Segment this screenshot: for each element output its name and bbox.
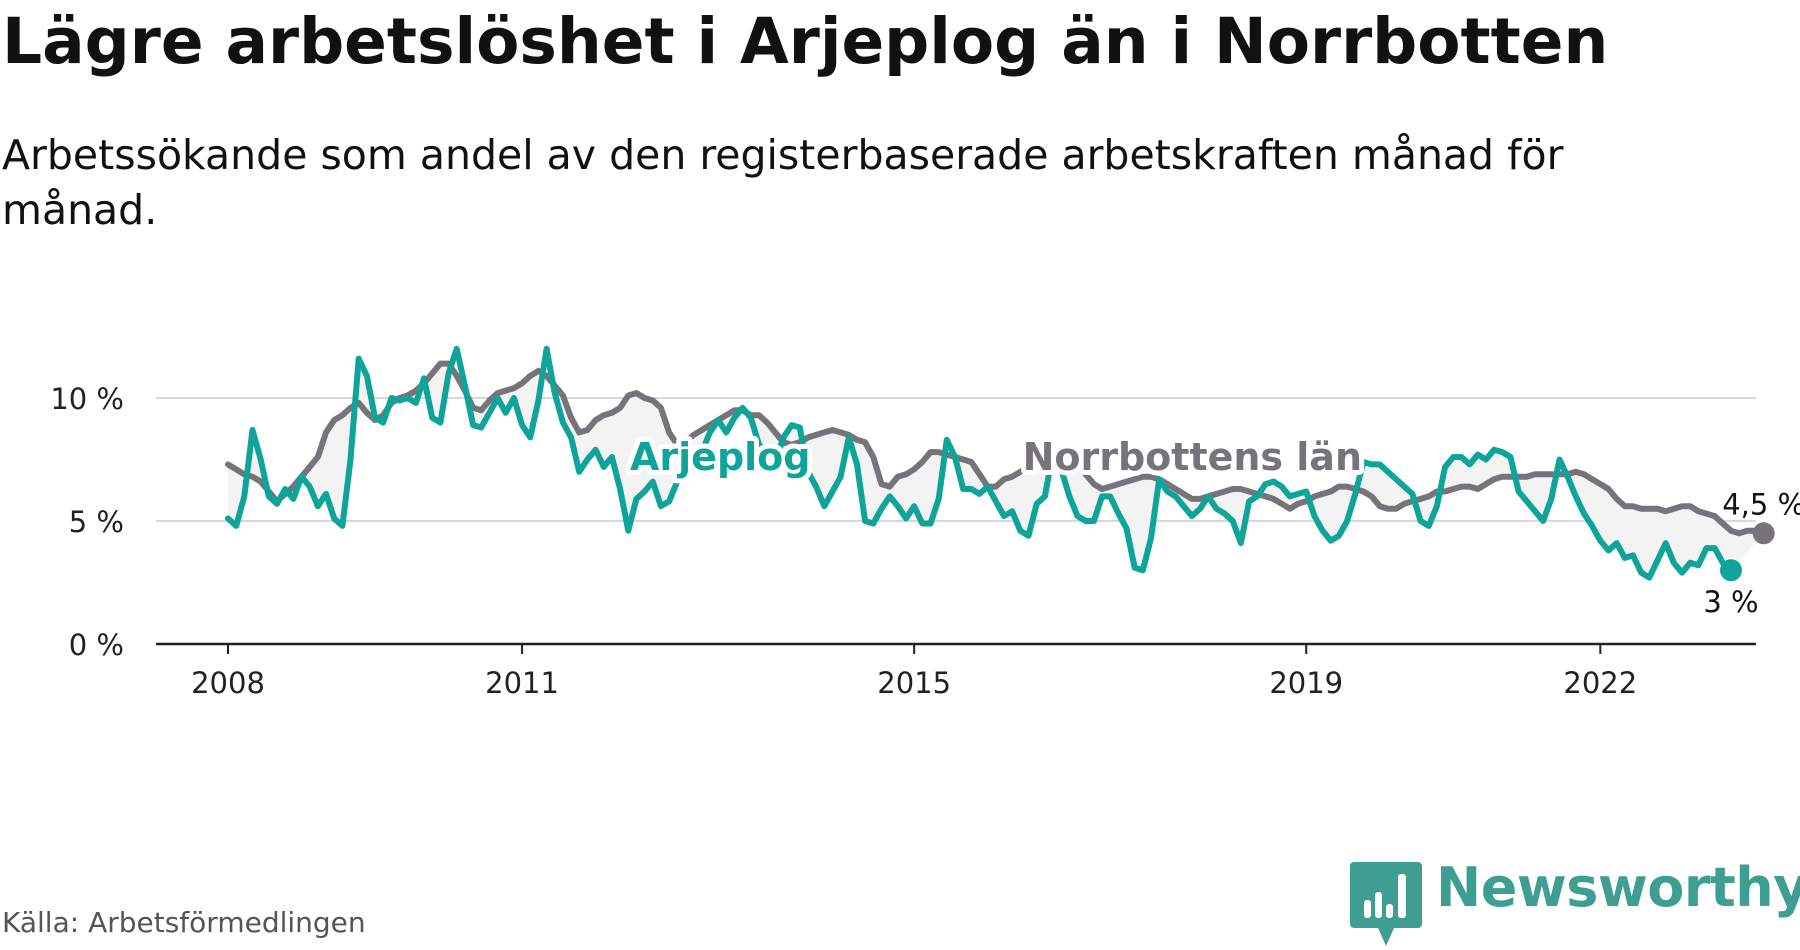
y-tick-label: 10 %	[50, 382, 124, 416]
series-line-norrbottens-län	[225, 360, 1767, 537]
x-tick-label: 2011	[485, 666, 559, 700]
series-difference-fill	[228, 348, 1764, 578]
x-tick-label: 2022	[1563, 666, 1637, 700]
page-title: Lägre arbetslöshet i Arjeplog än i Norrb…	[2, 5, 1609, 78]
line-chart: 2008 2011 2015 2019 2022 0 % 5 % 10 % 4,5 % 3 %…	[50, 345, 1800, 700]
end-value-label: 3 %	[1703, 585, 1758, 619]
logo-text: Newsworthy	[1436, 856, 1800, 919]
y-tick-label: 5 %	[69, 505, 124, 539]
series-lines	[225, 345, 1775, 582]
bar-chart-speech-bubble-icon	[1350, 862, 1422, 946]
source-note: Källa: Arbetsförmedlingen	[2, 906, 366, 939]
series-line-arjeplog	[225, 345, 1734, 581]
series-labels: 4,5 % 3 % Arjeplog Norrbottens län	[625, 430, 1800, 619]
gridlines	[156, 397, 1756, 522]
y-tick-label: 0 %	[69, 628, 124, 662]
end-value-label: 4,5 %	[1722, 487, 1800, 521]
end-point-norrbottens-län	[1752, 522, 1775, 545]
x-tick-label: 2015	[877, 666, 951, 700]
x-tick-label: 2008	[191, 666, 265, 700]
x-axis: 2008 2011 2015 2019 2022	[156, 642, 1756, 700]
y-axis: 0 % 5 % 10 %	[50, 382, 124, 662]
page-subtitle: Arbetssökande som andel av den registerb…	[2, 131, 1564, 234]
x-tick-label: 2019	[1269, 666, 1343, 700]
end-point-arjeplog	[1720, 559, 1743, 582]
series-label-norrbotten: Norrbottens län	[1023, 435, 1362, 479]
newsworthy-logo: Newsworthy	[1348, 856, 1800, 950]
series-label-arjeplog: Arjeplog	[630, 435, 810, 479]
difference-area	[228, 348, 1764, 578]
